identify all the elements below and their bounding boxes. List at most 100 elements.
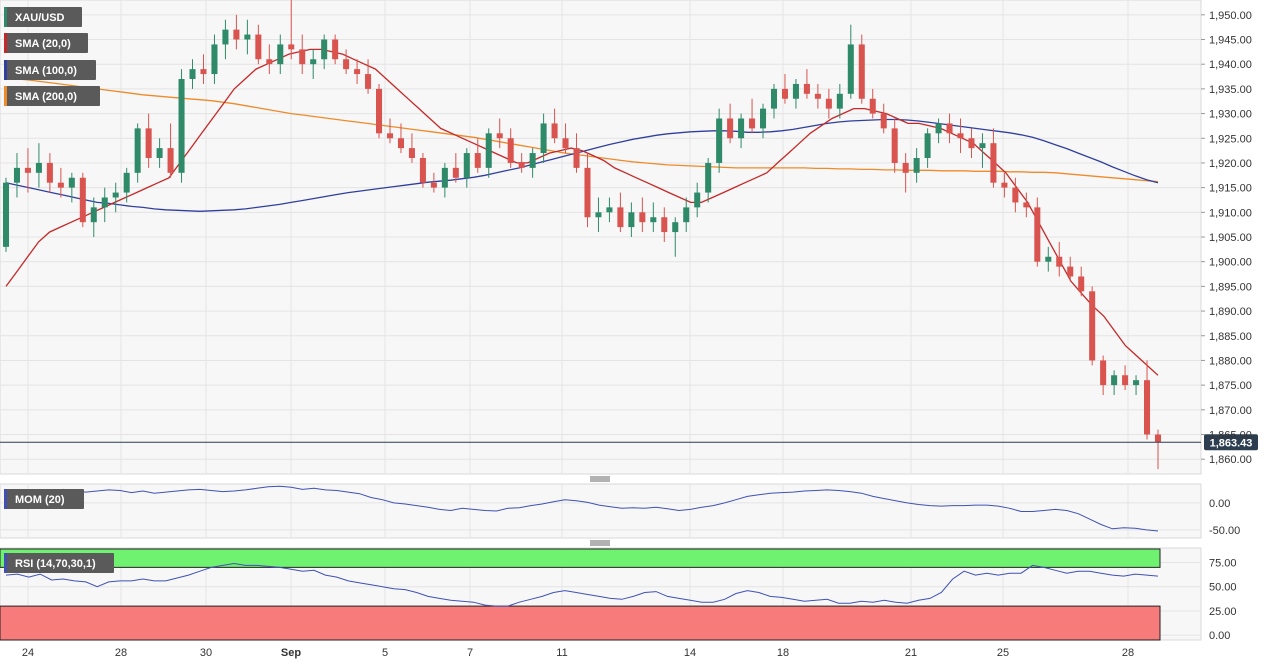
candle-body (540, 123, 547, 154)
candle-body (1144, 380, 1151, 435)
x-axis-tick-label: 18 (777, 647, 789, 659)
candle-body (244, 34, 251, 40)
x-axis-tick-label: 5 (382, 647, 388, 659)
candle-body (617, 207, 624, 228)
candle-body (639, 212, 646, 223)
candle-body (57, 182, 64, 188)
candle-body (628, 212, 635, 228)
candle-body (496, 133, 503, 139)
candle-body (112, 192, 119, 198)
candle-body (683, 207, 690, 223)
legend-mom-label: MOM (20) (15, 494, 65, 506)
candle-body (474, 153, 481, 168)
candle-body (452, 167, 459, 178)
candle-body (672, 222, 679, 233)
candle-body (365, 74, 372, 89)
legend-mom[interactable]: MOM (20) (4, 489, 84, 509)
candle-body (1056, 256, 1063, 267)
candle-body (266, 59, 273, 65)
legend-mom-swatch (4, 489, 7, 509)
candle-body (529, 153, 536, 168)
legend-symbol-swatch (4, 7, 7, 27)
price-axis-tick-label: 1,900.00 (1209, 257, 1252, 269)
candle-body (354, 69, 361, 75)
legend-sma200-swatch (4, 86, 7, 106)
candle-body (507, 138, 514, 163)
candle-body (343, 59, 350, 70)
price-axis-tick-label: 1,870.00 (1209, 405, 1252, 417)
candle-body (869, 98, 876, 114)
legend-sma200-bg (4, 86, 100, 106)
candle-body (650, 217, 657, 223)
mom-axis-tick-label: 0.00 (1209, 498, 1230, 510)
legend-sma100[interactable]: SMA (100,0) (4, 60, 96, 80)
candle-body (1078, 276, 1085, 292)
candle-body (35, 162, 42, 173)
candle-body (46, 162, 53, 183)
candle-body (551, 123, 558, 139)
x-axis-tick-label: 21 (905, 647, 917, 659)
candle-body (606, 207, 613, 213)
legend-sma20-bg (4, 33, 88, 53)
candle-body (2, 182, 10, 247)
price-axis-tick-label: 1,925.00 (1209, 133, 1252, 145)
legend-symbol-label: XAU/USD (15, 12, 65, 24)
candle-body (419, 158, 426, 183)
candle-body (661, 217, 668, 233)
legend-sma200[interactable]: SMA (200,0) (4, 86, 100, 106)
x-axis-tick-label: 28 (1122, 647, 1134, 659)
candle-body (430, 182, 437, 188)
legend-sma200-label: SMA (200,0) (15, 91, 77, 103)
rsi-oversold-zone (0, 605, 1161, 641)
pane-resize-handle[interactable] (590, 476, 610, 482)
candle-body (858, 44, 865, 99)
candle-body (332, 39, 339, 60)
x-axis-tick-label: Sep (281, 647, 301, 659)
candle-body (134, 128, 141, 173)
candle-body (1111, 375, 1118, 386)
sma200-line (6, 78, 1159, 183)
pane-resize-handle[interactable] (590, 540, 610, 546)
candle-body (573, 148, 580, 168)
candle-body (156, 148, 163, 158)
candle-body (321, 39, 328, 60)
candle-body (463, 153, 470, 178)
x-axis-tick-label: 11 (556, 647, 567, 659)
legend-symbol-bg (4, 7, 82, 27)
candle-body (222, 29, 229, 45)
price-axis-tick-label: 1,940.00 (1209, 59, 1252, 71)
candle-body (760, 108, 767, 129)
price-axis-tick-label: 1,860.00 (1209, 454, 1252, 466)
price-axis-tick-label: 1,915.00 (1209, 183, 1252, 195)
candle-body (924, 133, 931, 158)
candle-body (595, 212, 602, 218)
x-axis-tick-label: 7 (467, 647, 473, 659)
candle-body (408, 148, 415, 158)
candle-body (770, 88, 778, 109)
x-axis-tick-label: 25 (997, 647, 1009, 659)
candle-body (1001, 182, 1008, 188)
candle-body (891, 128, 898, 163)
candle-body (1012, 187, 1019, 203)
candle-body (781, 88, 788, 99)
candle-body (13, 167, 20, 183)
legend-sma100-swatch (4, 60, 7, 80)
candle-body (880, 113, 887, 129)
price-axis-tick-label: 1,905.00 (1209, 232, 1252, 244)
candle-body (1100, 360, 1107, 386)
legend-rsi[interactable]: RSI (14,70,30,1) (4, 553, 114, 573)
candle-body (738, 118, 745, 139)
rsi-axis-tick-label: 75.00 (1209, 558, 1237, 570)
x-axis-tick-label: 28 (115, 647, 127, 659)
candle-body (1023, 202, 1030, 208)
legend-mom-bg (4, 489, 84, 509)
candle-body (68, 177, 75, 188)
candle-body (299, 49, 306, 65)
candle-body (935, 123, 942, 134)
legend-symbol[interactable]: XAU/USD (4, 7, 82, 27)
candle-body (1045, 256, 1052, 262)
candle-body (979, 143, 986, 149)
legend-sma20[interactable]: SMA (20,0) (4, 33, 88, 53)
